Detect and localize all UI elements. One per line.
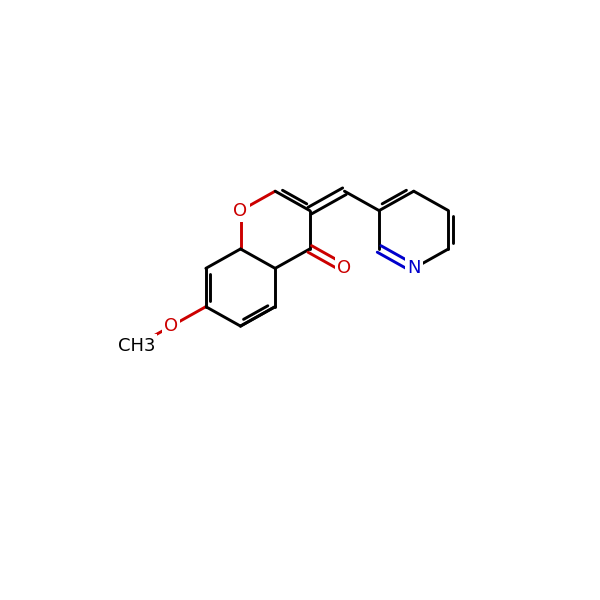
Text: O: O: [337, 259, 352, 277]
Text: O: O: [233, 202, 248, 220]
Text: O: O: [164, 317, 178, 335]
Text: CH3: CH3: [118, 337, 155, 355]
Text: N: N: [407, 259, 421, 277]
